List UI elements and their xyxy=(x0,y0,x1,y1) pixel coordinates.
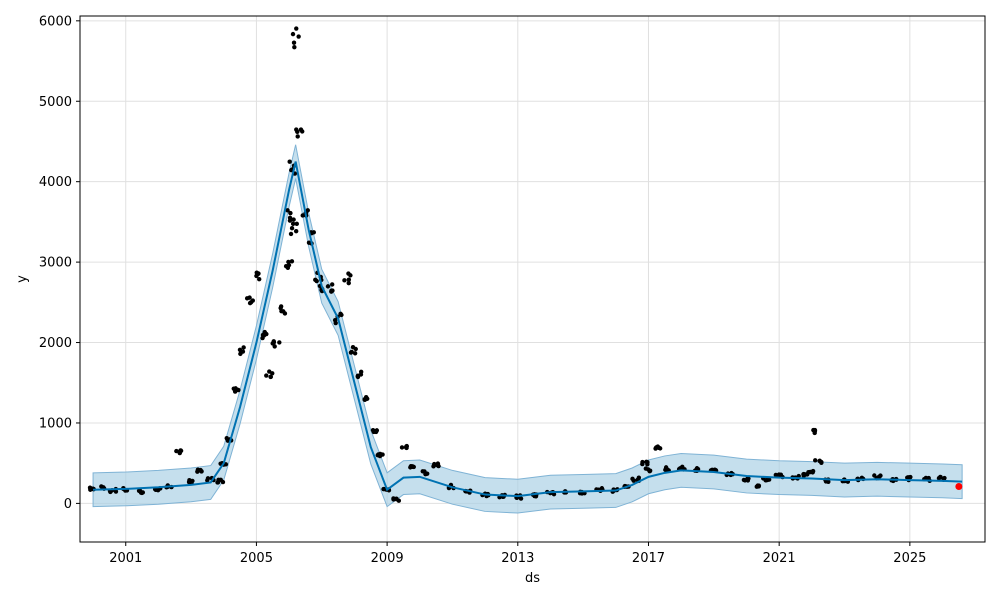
observed-point xyxy=(278,304,288,316)
y-axis-ticks: 0 1000 2000 3000 4000 5000 6000 xyxy=(39,14,80,512)
forecast-line-group xyxy=(93,161,963,498)
x-tick-label: 2001 xyxy=(109,551,142,566)
forecast-line xyxy=(93,161,963,498)
observed-point xyxy=(237,345,246,357)
x-tick-label: 2025 xyxy=(893,551,926,566)
observed-point xyxy=(325,282,335,294)
observed-point xyxy=(270,339,282,349)
observed-point xyxy=(653,444,663,451)
observed-point xyxy=(905,474,913,483)
observed-point xyxy=(806,468,816,475)
x-tick-label: 2017 xyxy=(632,551,665,566)
x-tick-label: 2005 xyxy=(240,551,273,566)
observed-point xyxy=(244,295,256,306)
x-tick-label: 2013 xyxy=(501,551,534,566)
y-tick-label: 0 xyxy=(64,497,72,512)
observed-point xyxy=(754,483,762,489)
observed-point xyxy=(643,466,653,474)
observed-point xyxy=(288,221,299,237)
observed-point xyxy=(408,464,416,470)
observed-point xyxy=(174,448,184,456)
y-tick-label: 6000 xyxy=(39,14,72,29)
x-axis-ticks: 2001 2005 2009 2013 2017 2021 2025 xyxy=(109,542,926,566)
observed-point xyxy=(362,394,370,402)
observed-point xyxy=(283,259,295,271)
observed-points xyxy=(87,26,963,503)
observed-point xyxy=(811,427,818,436)
observed-point xyxy=(761,476,772,483)
observed-point xyxy=(264,369,275,380)
observed-point xyxy=(640,459,650,467)
observed-point xyxy=(186,478,195,486)
y-tick-label: 3000 xyxy=(39,256,72,271)
x-axis-label: ds xyxy=(525,571,540,586)
observed-point xyxy=(370,427,380,435)
observed-point xyxy=(399,443,409,451)
observed-point xyxy=(813,458,824,466)
y-axis-label: y xyxy=(15,275,30,283)
observed-point xyxy=(741,476,751,483)
observed-point xyxy=(663,465,671,473)
plot-frame xyxy=(79,15,986,543)
y-tick-label: 4000 xyxy=(39,175,72,190)
observed-point xyxy=(294,127,305,139)
grid-lines xyxy=(80,16,985,542)
y-tick-label: 2000 xyxy=(39,336,72,351)
observed-point xyxy=(355,369,364,380)
observed-point xyxy=(391,496,402,503)
observed-point xyxy=(375,451,385,459)
observed-point xyxy=(431,461,441,469)
y-tick-label: 1000 xyxy=(39,416,72,431)
observed-point xyxy=(260,329,269,341)
y-tick-label: 5000 xyxy=(39,95,72,110)
x-tick-label: 2009 xyxy=(371,551,404,566)
uncertainty-band xyxy=(92,144,963,514)
x-tick-label: 2021 xyxy=(763,551,796,566)
observed-point xyxy=(215,477,226,485)
uncertainty-interval xyxy=(92,144,963,514)
observed-point xyxy=(420,469,430,477)
observed-point xyxy=(195,467,204,474)
observed-point xyxy=(87,485,96,492)
observed-point xyxy=(254,270,262,282)
observed-point xyxy=(231,386,241,394)
observed-point xyxy=(342,271,353,286)
highlighted-point xyxy=(955,483,963,491)
observed-point xyxy=(348,344,358,356)
observed-point xyxy=(285,208,296,223)
observed-point xyxy=(136,488,146,496)
observed-point xyxy=(290,26,301,50)
